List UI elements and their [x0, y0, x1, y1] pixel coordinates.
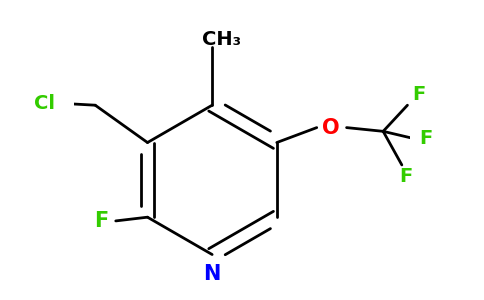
- Text: F: F: [399, 167, 412, 186]
- Text: O: O: [322, 118, 340, 138]
- Text: F: F: [94, 211, 108, 231]
- Text: F: F: [420, 129, 433, 148]
- Text: CH₃: CH₃: [202, 30, 241, 49]
- Text: N: N: [203, 264, 221, 284]
- Text: F: F: [412, 85, 425, 104]
- Text: Cl: Cl: [34, 94, 55, 113]
